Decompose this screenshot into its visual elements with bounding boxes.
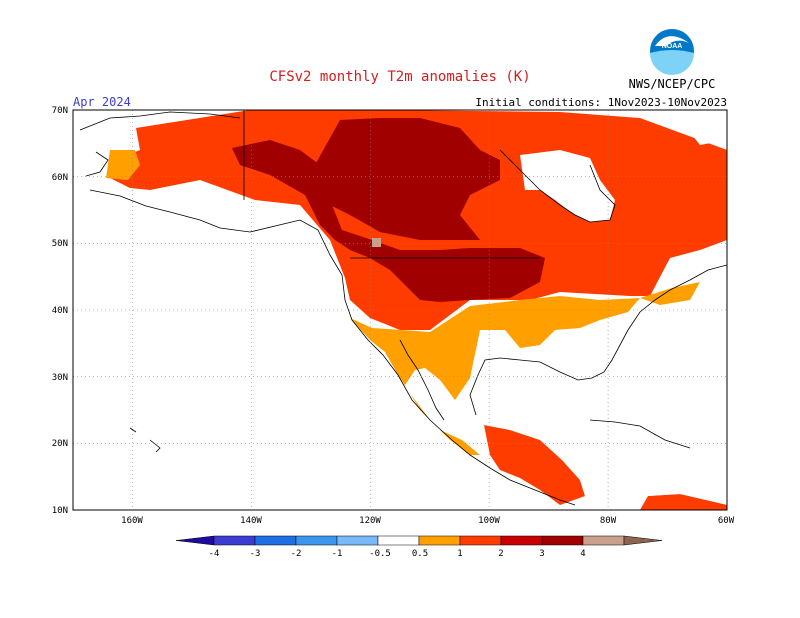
legend-swatch [295, 535, 338, 546]
coastline-outline [79, 110, 727, 506]
legend-swatch [500, 535, 543, 546]
anomaly-0.5-to-1-layer [106, 150, 700, 455]
lat-tick-labels: 70N 60N 50N 40N 30N 20N 10N [52, 106, 68, 516]
lat-tick-label: 30N [52, 373, 68, 383]
legend-label: 3 [539, 549, 544, 559]
lon-tick-label: 160W [121, 516, 143, 526]
noaa-logo-icon: NOAA [650, 29, 694, 75]
legend-swatch [541, 535, 584, 546]
legend-label: -4 [209, 549, 220, 559]
lat-tick-label: 20N [52, 439, 68, 449]
agency-label: NWS/NCEP/CPC [629, 77, 716, 91]
legend-labels: -4 -3 -2 -1 -0.5 0.5 1 2 3 4 [209, 549, 586, 559]
map-frame [72, 109, 728, 511]
legend-label: -3 [250, 549, 261, 559]
anomaly-3-to-4-spot [372, 238, 381, 247]
legend-label: -1 [332, 549, 343, 559]
map-title: CFSv2 monthly T2m anomalies (K) [269, 69, 530, 85]
legend-swatch [418, 535, 461, 546]
anomaly-2-to-3-layer [232, 118, 545, 302]
lat-lon-grid [73, 110, 727, 510]
lat-tick-label: 40N [52, 306, 68, 316]
lon-tick-labels: 160W 140W 120W 100W 80W 60W [121, 516, 735, 526]
lon-tick-label: 120W [359, 516, 381, 526]
legend-label: 1 [457, 549, 462, 559]
legend-label: -2 [291, 549, 302, 559]
legend-swatch [459, 535, 502, 546]
initial-conditions-label: Initial conditions: 1Nov2023-10Nov2023 [475, 96, 727, 109]
lat-tick-label: 50N [52, 239, 68, 249]
noaa-logo-text: NOAA [662, 43, 683, 50]
lon-tick-label: 80W [600, 516, 617, 526]
lat-tick-label: 10N [52, 506, 68, 516]
legend-label: -0.5 [369, 549, 391, 559]
legend-swatch [336, 535, 379, 546]
legend-swatch [582, 535, 625, 546]
legend-low-arrow [175, 535, 215, 546]
lon-tick-label: 140W [240, 516, 262, 526]
lon-tick-label: 60W [718, 516, 735, 526]
lat-tick-label: 70N [52, 106, 68, 116]
color-legend [175, 535, 663, 546]
map-plot: 70N 60N 50N 40N 30N 20N 10N 160W 140W 12… [52, 106, 735, 526]
legend-swatch [254, 535, 297, 546]
lon-tick-label: 100W [478, 516, 500, 526]
legend-high-arrow [623, 535, 663, 546]
legend-label: 2 [498, 549, 503, 559]
legend-label: 4 [580, 549, 585, 559]
month-label: Apr 2024 [73, 95, 131, 109]
lat-tick-label: 60N [52, 173, 68, 183]
legend-label: 0.5 [412, 549, 428, 559]
legend-swatch [377, 535, 420, 546]
legend-swatch [213, 535, 256, 546]
